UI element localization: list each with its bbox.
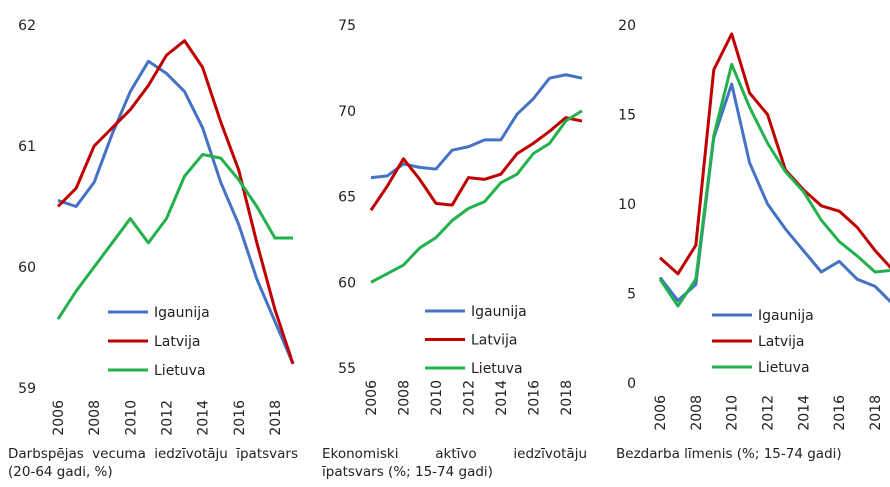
x-tick-label: 2012	[761, 395, 777, 431]
x-tick-label: 2010	[429, 380, 445, 416]
x-tick-label: 2018	[868, 395, 884, 431]
series-line	[370, 109, 583, 284]
legend-label: Igaunija	[154, 305, 210, 321]
x-tick-label: 2006	[364, 380, 380, 416]
y-tick-label: 10	[618, 197, 636, 213]
x-tick-label: 2014	[494, 380, 510, 416]
y-tick-label: 60	[18, 260, 36, 276]
series-line	[56, 152, 293, 320]
series-line	[369, 116, 583, 212]
legend-label: Igaunija	[758, 308, 814, 324]
x-tick-label: 2016	[232, 400, 248, 436]
series-line	[658, 62, 890, 308]
y-tick-label: 65	[338, 190, 356, 206]
x-tick-label: 2010	[725, 395, 741, 431]
legend-label: Igaunija	[471, 304, 527, 320]
y-tick-label: 75	[338, 18, 356, 34]
y-tick-label: 0	[627, 376, 636, 392]
legend-label: Latvija	[758, 334, 805, 350]
y-tick-label: 59	[18, 381, 36, 397]
legend-label: Latvija	[471, 333, 518, 349]
x-tick-label: 2010	[123, 400, 139, 436]
x-tick-label: 2006	[653, 395, 669, 431]
x-tick-label: 2012	[461, 380, 477, 416]
legend-label: Latvija	[154, 334, 201, 350]
x-tick-label: 2012	[159, 400, 175, 436]
y-tick-label: 15	[618, 108, 636, 124]
series-line	[658, 82, 890, 304]
caption: Darbspējas vecuma iedzīvotāju īpatsvars …	[8, 446, 298, 480]
y-tick-label: 55	[338, 361, 356, 377]
y-tick-label: 20	[618, 18, 636, 34]
series-line	[57, 59, 295, 365]
x-tick-label: 2008	[689, 395, 705, 431]
caption: Ekonomiski aktīvo iedzīvotāju īpatsvars …	[322, 446, 587, 480]
legend-label: Lietuva	[154, 363, 206, 379]
x-tick-label: 2006	[51, 400, 67, 436]
x-tick-label: 2008	[396, 380, 412, 416]
x-tick-label: 2008	[87, 400, 103, 436]
x-tick-label: 2016	[832, 395, 848, 431]
x-tick-label: 2016	[526, 380, 542, 416]
caption: Bezdarba līmenis (%; 15-74 gadi)	[616, 446, 842, 462]
series-line	[658, 32, 890, 276]
y-tick-label: 70	[338, 104, 356, 120]
y-tick-label: 61	[18, 139, 36, 155]
legend-label: Lietuva	[471, 361, 523, 377]
y-tick-label: 5	[627, 287, 636, 303]
chart-panel: 0 5 10 15 20 2006 2008 2010 2012 2014 2016 2018 Igau…	[618, 18, 890, 431]
series-line	[56, 39, 295, 365]
x-tick-label: 2018	[268, 400, 284, 436]
x-tick-label: 2018	[559, 380, 575, 416]
chart-panel: 59 60 61 62 2006 2008 2010 2012 2014 2016 2018 Igau…	[18, 18, 295, 436]
legend-label: Lietuva	[758, 360, 810, 376]
x-tick-label: 2014	[196, 400, 212, 436]
chart-panel: 55 60 65 70 75 2006 2008 2010 2012 2014 2016 2018 Ig…	[338, 18, 583, 416]
y-tick-label: 62	[18, 18, 36, 34]
y-tick-label: 60	[338, 275, 356, 291]
x-tick-label: 2014	[796, 395, 812, 431]
